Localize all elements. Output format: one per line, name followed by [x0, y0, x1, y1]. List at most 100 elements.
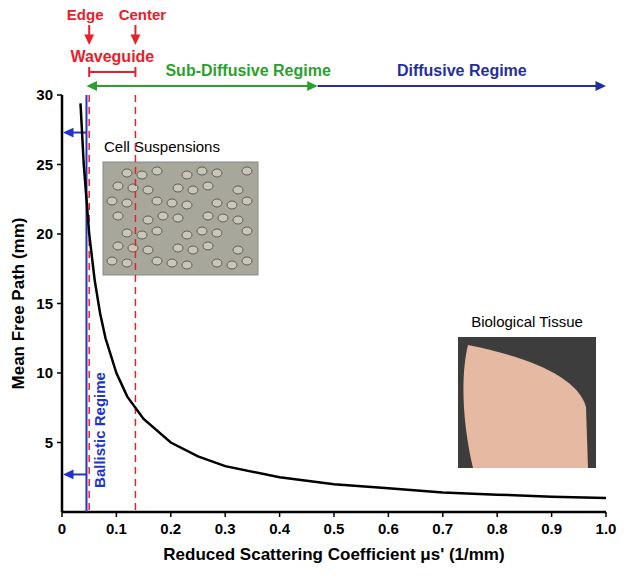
cell-shape	[212, 169, 222, 177]
waveguide-line	[135, 95, 137, 512]
y-tick	[57, 164, 62, 166]
y-tick-label: 15	[36, 295, 53, 312]
y-tick	[57, 303, 62, 305]
cell-shape	[227, 201, 237, 209]
cell-shape	[242, 167, 252, 175]
cell-shape	[107, 197, 117, 205]
tissue-inset	[458, 337, 596, 468]
x-tick-label: 0.5	[324, 520, 345, 537]
x-tick	[388, 512, 390, 517]
cell-shape	[128, 184, 138, 192]
cell-shape	[113, 212, 123, 220]
cell-shape	[128, 244, 138, 252]
cell-shape	[143, 216, 153, 224]
x-tick-label: 0	[58, 520, 66, 537]
inset-label: Cell Suspensions	[104, 138, 220, 155]
cell-shape	[173, 214, 183, 222]
x-tick-label: 0.3	[215, 520, 236, 537]
cell-shape	[182, 261, 192, 269]
x-tick-label: 0.2	[160, 520, 181, 537]
cell-shape	[173, 244, 183, 252]
arrow-head	[84, 35, 94, 46]
x-tick-label: 0.4	[269, 520, 291, 537]
cell-shape	[182, 201, 192, 209]
cell-shape	[197, 227, 207, 235]
waveguide-bracket	[89, 67, 135, 77]
cell-shape	[233, 186, 243, 194]
y-tick	[57, 233, 62, 235]
cell-shape	[197, 167, 207, 175]
arrow-head	[131, 35, 141, 46]
cell-shape	[167, 259, 177, 267]
cell-shape	[182, 171, 192, 179]
cell-shape	[143, 246, 153, 254]
waveguide-label: Waveguide	[70, 48, 154, 65]
subdiffusive-arrow	[94, 85, 309, 87]
arrow-head	[63, 128, 74, 138]
waveguide-line	[88, 95, 90, 512]
cell-shape	[203, 242, 213, 250]
x-tick	[61, 512, 63, 517]
cell-shape	[107, 257, 117, 265]
x-tick	[279, 512, 281, 517]
x-tick	[551, 512, 553, 517]
y-tick	[57, 442, 62, 444]
curve	[81, 103, 607, 498]
cell-shape	[173, 184, 183, 192]
diffusive-label: Diffusive Regime	[397, 62, 527, 79]
inset-label: Biological Tissue	[471, 313, 583, 330]
cell-shape	[233, 246, 243, 254]
tissue-image	[458, 337, 596, 468]
y-tick-label: 30	[36, 86, 53, 103]
y-tick-label: 10	[36, 364, 53, 381]
cell-shape	[152, 227, 162, 235]
diffusive-arrow	[318, 85, 598, 87]
ballistic-label: Ballistic Regime	[91, 372, 108, 488]
cell-shape	[242, 257, 252, 265]
x-axis-title: Reduced Scattering Coefficient μs' (1/mm…	[163, 545, 504, 564]
y-tick-label: 25	[36, 156, 53, 173]
center-label: Center	[119, 6, 167, 23]
x-tick	[333, 512, 335, 517]
y-tick-label: 5	[45, 434, 53, 451]
cell-shape	[242, 227, 252, 235]
cell-shape	[113, 242, 123, 250]
arrow-head	[63, 470, 74, 480]
cell-shape	[143, 186, 153, 194]
cell-shape	[137, 171, 147, 179]
cell-shape	[233, 216, 243, 224]
cell-shape	[152, 197, 162, 205]
x-tick-label: 0.1	[106, 520, 127, 537]
cell-inset	[103, 162, 258, 275]
x-tick-label: 0.6	[378, 520, 399, 537]
subdiffusive-label: Sub-Diffusive Regime	[165, 62, 330, 79]
y-tick	[57, 372, 62, 374]
x-tick	[442, 512, 444, 517]
cell-shape	[227, 261, 237, 269]
x-tick-label: 1.0	[596, 520, 617, 537]
cell-shape	[203, 182, 213, 190]
ballistic-line	[85, 95, 87, 512]
edge-label: Edge	[67, 6, 104, 23]
cell-shape	[188, 186, 198, 194]
x-tick	[605, 512, 607, 517]
series-group	[81, 103, 607, 498]
arrow-head	[596, 81, 607, 91]
cell-shape	[113, 182, 123, 190]
cell-shape	[137, 231, 147, 239]
y-axis-title: Mean Free Path (mm)	[9, 218, 28, 390]
cell-shape	[158, 212, 168, 220]
cell-shape	[212, 259, 222, 267]
cell-shape	[152, 257, 162, 265]
chart: 00.10.20.30.40.50.60.70.80.91.0510152025…	[0, 0, 628, 576]
arrow-head	[307, 81, 318, 91]
x-tick	[116, 512, 118, 517]
x-tick	[496, 512, 498, 517]
cell-shape	[218, 214, 228, 222]
cell-shape	[122, 229, 132, 237]
cell-shape	[167, 199, 177, 207]
cell-shape	[122, 199, 132, 207]
cell-shape	[152, 167, 162, 175]
cell-shape	[212, 199, 222, 207]
hand-shape	[463, 345, 588, 468]
